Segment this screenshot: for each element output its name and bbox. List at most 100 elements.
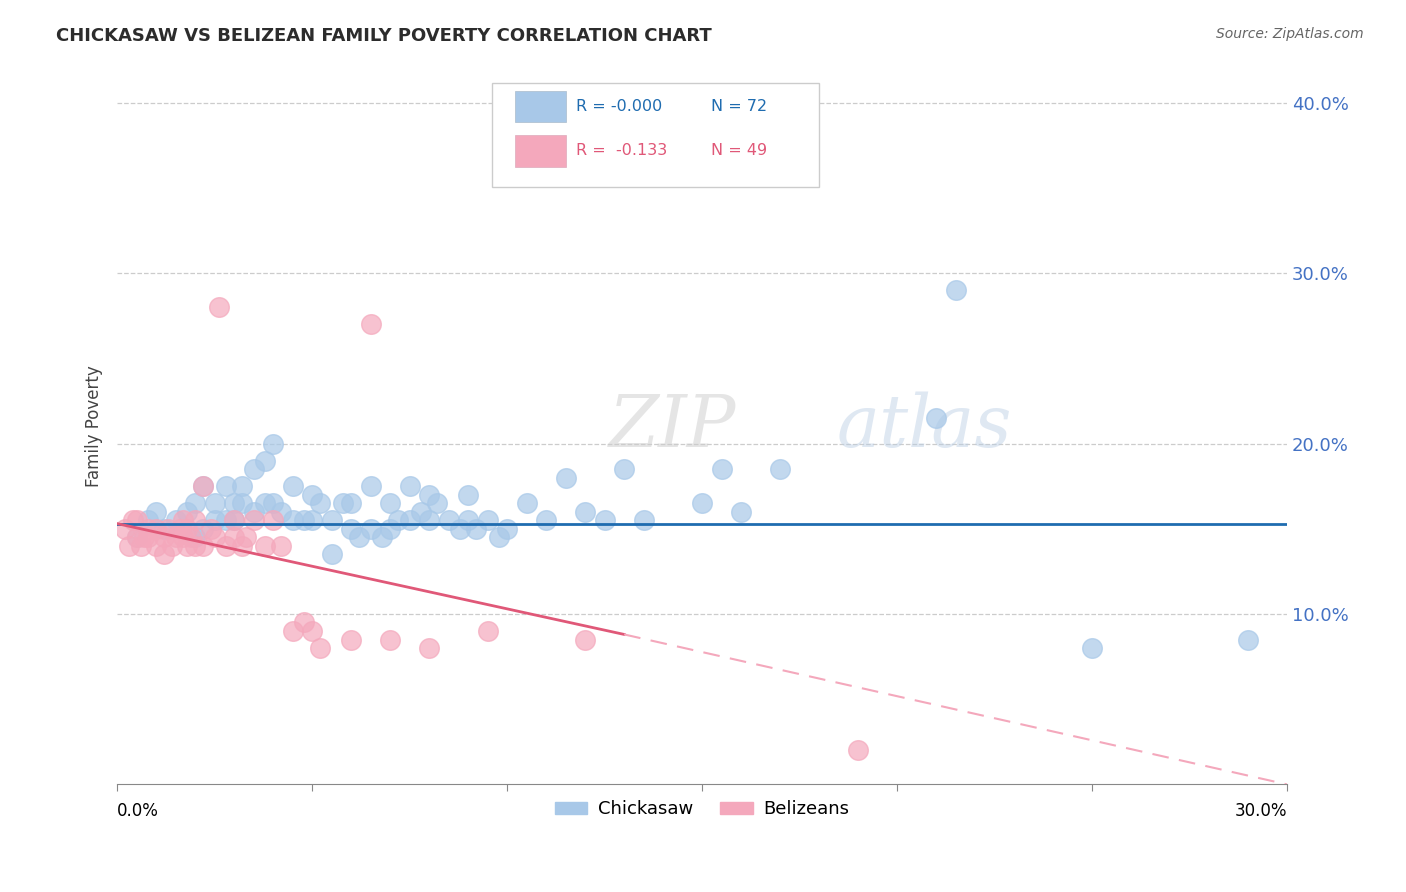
- Point: [281, 513, 304, 527]
- Point: [145, 522, 167, 536]
- Point: [176, 539, 198, 553]
- Point: [118, 539, 141, 553]
- Point: [176, 505, 198, 519]
- Point: [224, 513, 246, 527]
- Legend: Chickasaw, Belizeans: Chickasaw, Belizeans: [547, 793, 856, 825]
- Point: [633, 513, 655, 527]
- Point: [730, 505, 752, 519]
- Point: [134, 530, 156, 544]
- Point: [301, 624, 323, 638]
- Point: [262, 513, 284, 527]
- Point: [138, 530, 160, 544]
- Point: [224, 496, 246, 510]
- Point: [332, 496, 354, 510]
- Point: [378, 522, 401, 536]
- Point: [125, 530, 148, 544]
- Point: [242, 505, 264, 519]
- Point: [418, 488, 440, 502]
- Point: [340, 496, 363, 510]
- Text: R = -0.000: R = -0.000: [576, 99, 662, 114]
- Point: [281, 624, 304, 638]
- Point: [496, 522, 519, 536]
- Point: [172, 513, 194, 527]
- Point: [340, 522, 363, 536]
- Point: [138, 522, 160, 536]
- Point: [477, 513, 499, 527]
- Point: [347, 530, 370, 544]
- Point: [145, 539, 167, 553]
- Point: [180, 530, 202, 544]
- Point: [360, 317, 382, 331]
- Point: [574, 505, 596, 519]
- Point: [690, 496, 713, 510]
- Point: [184, 513, 207, 527]
- Point: [262, 436, 284, 450]
- Point: [254, 453, 277, 467]
- Point: [1081, 641, 1104, 656]
- Point: [309, 641, 332, 656]
- Point: [138, 513, 160, 527]
- Point: [301, 488, 323, 502]
- Text: Source: ZipAtlas.com: Source: ZipAtlas.com: [1216, 27, 1364, 41]
- Point: [378, 632, 401, 647]
- Point: [204, 530, 226, 544]
- Point: [340, 632, 363, 647]
- Point: [945, 283, 967, 297]
- Point: [160, 539, 183, 553]
- Point: [215, 479, 238, 493]
- Point: [371, 530, 394, 544]
- Point: [191, 522, 214, 536]
- Point: [270, 505, 292, 519]
- Text: N = 49: N = 49: [711, 144, 768, 159]
- Point: [191, 479, 214, 493]
- Point: [235, 530, 257, 544]
- Point: [477, 624, 499, 638]
- Point: [321, 547, 343, 561]
- Point: [184, 539, 207, 553]
- Point: [129, 539, 152, 553]
- Point: [426, 496, 449, 510]
- Point: [360, 479, 382, 493]
- Point: [613, 462, 636, 476]
- Point: [242, 513, 264, 527]
- Point: [231, 539, 253, 553]
- Point: [114, 522, 136, 536]
- FancyBboxPatch shape: [515, 135, 567, 167]
- Point: [215, 513, 238, 527]
- Point: [165, 530, 187, 544]
- Point: [224, 513, 246, 527]
- Point: [387, 513, 409, 527]
- Point: [254, 539, 277, 553]
- Point: [153, 547, 176, 561]
- Point: [292, 615, 315, 630]
- Point: [437, 513, 460, 527]
- Text: 0.0%: 0.0%: [117, 802, 159, 821]
- Point: [121, 513, 143, 527]
- Point: [457, 513, 479, 527]
- Point: [309, 496, 332, 510]
- Point: [593, 513, 616, 527]
- Text: 30.0%: 30.0%: [1234, 802, 1286, 821]
- Point: [457, 488, 479, 502]
- Point: [465, 522, 488, 536]
- Point: [125, 530, 148, 544]
- Point: [534, 513, 557, 527]
- Point: [204, 513, 226, 527]
- Point: [292, 513, 315, 527]
- Point: [418, 641, 440, 656]
- Point: [516, 496, 538, 510]
- Point: [411, 505, 433, 519]
- Point: [172, 530, 194, 544]
- Point: [710, 462, 733, 476]
- Point: [449, 522, 471, 536]
- Point: [204, 496, 226, 510]
- Point: [165, 513, 187, 527]
- Point: [242, 462, 264, 476]
- Text: atlas: atlas: [837, 392, 1012, 462]
- Point: [231, 496, 253, 510]
- Point: [301, 513, 323, 527]
- Point: [360, 522, 382, 536]
- Point: [488, 530, 510, 544]
- Point: [769, 462, 792, 476]
- Point: [145, 505, 167, 519]
